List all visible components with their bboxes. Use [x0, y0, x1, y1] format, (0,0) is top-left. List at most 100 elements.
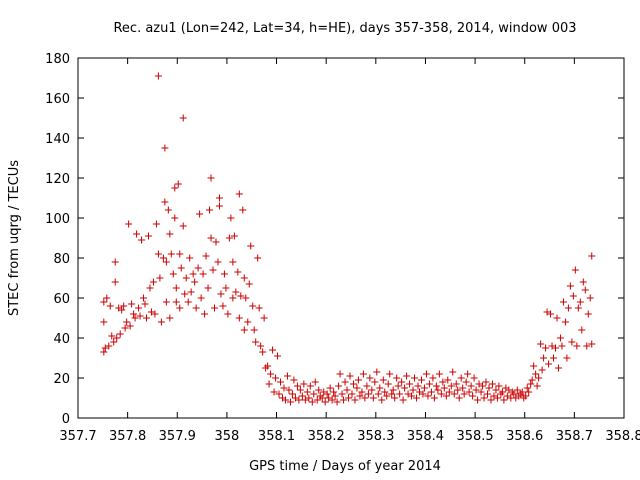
data-point [369, 394, 377, 402]
data-point [522, 392, 530, 400]
data-point [432, 382, 440, 390]
data-points [100, 72, 596, 406]
data-point [161, 144, 169, 152]
data-point [209, 266, 217, 274]
data-point [306, 382, 314, 390]
data-point [406, 380, 414, 388]
data-point [398, 378, 406, 386]
data-point [340, 396, 348, 404]
data-point [215, 194, 223, 202]
data-point [384, 380, 392, 388]
y-tick-label: 40 [53, 332, 70, 347]
data-point [353, 384, 361, 392]
data-point [343, 386, 351, 394]
data-point [532, 370, 540, 378]
data-point [440, 384, 448, 392]
axis-ticks: 357.7 357.8 357.9 358 358.1 358.2 358.3 358.4 35… [45, 52, 640, 444]
data-point [354, 376, 362, 384]
data-point [191, 278, 199, 286]
data-point [525, 388, 533, 396]
data-point [177, 264, 185, 272]
data-point [164, 206, 172, 214]
data-point [179, 222, 187, 230]
data-point [296, 386, 304, 394]
data-point [414, 382, 422, 390]
data-point [172, 284, 180, 292]
data-point [265, 380, 273, 388]
data-point [523, 384, 531, 392]
data-point [568, 338, 576, 346]
data-point [212, 238, 220, 246]
data-point [260, 314, 268, 322]
data-point [564, 304, 572, 312]
data-point [563, 354, 571, 362]
data-point [444, 376, 452, 384]
data-point [328, 396, 336, 404]
data-point [259, 348, 267, 356]
data-point [140, 294, 148, 302]
data-point [429, 374, 437, 382]
plot-frame [77, 57, 625, 419]
data-point [445, 388, 453, 396]
data-point [303, 388, 311, 396]
data-point [192, 304, 200, 312]
data-point [326, 384, 334, 392]
data-point [166, 230, 174, 238]
data-point [465, 388, 473, 396]
data-point [311, 378, 319, 386]
data-point [498, 388, 506, 396]
data-point [149, 278, 157, 286]
data-point [513, 386, 521, 394]
data-point [452, 380, 460, 388]
data-point [206, 206, 214, 214]
data-point [578, 326, 586, 334]
data-point [295, 396, 303, 404]
x-tick-label: 358.1 [258, 429, 295, 444]
y-tick-label: 20 [53, 372, 70, 387]
data-point [293, 382, 301, 390]
data-point [111, 258, 119, 266]
data-point [179, 114, 187, 122]
data-point [207, 234, 215, 242]
data-point [125, 220, 133, 228]
data-point [169, 270, 177, 278]
x-tick-label: 358.8 [605, 429, 640, 444]
data-point [133, 230, 141, 238]
data-point [533, 382, 541, 390]
x-tick-label: 357.9 [159, 429, 196, 444]
data-point [341, 378, 349, 386]
data-point [537, 340, 545, 348]
data-point [305, 394, 313, 402]
data-point [413, 394, 421, 402]
data-point [333, 398, 341, 406]
data-point [554, 364, 562, 372]
data-point [144, 232, 152, 240]
data-point [290, 376, 298, 384]
data-point [300, 380, 308, 388]
data-point [315, 386, 323, 394]
data-point [146, 284, 154, 292]
data-point [167, 250, 175, 258]
data-point [194, 264, 202, 272]
data-point [264, 362, 272, 370]
data-point [222, 284, 230, 292]
data-point [202, 252, 210, 260]
data-point [439, 378, 447, 386]
data-point [388, 390, 396, 398]
data-point [230, 232, 238, 240]
data-point [285, 386, 293, 394]
data-point [318, 394, 326, 402]
data-point [403, 372, 411, 380]
data-point [141, 300, 149, 308]
data-point [156, 274, 164, 282]
data-point [274, 352, 282, 360]
data-point [482, 378, 490, 386]
data-point [435, 370, 443, 378]
data-point [480, 394, 488, 402]
data-point [576, 298, 584, 306]
data-point [373, 368, 381, 376]
data-point [364, 390, 372, 398]
data-point [359, 370, 367, 378]
data-point [281, 396, 289, 404]
data-point [518, 388, 526, 396]
